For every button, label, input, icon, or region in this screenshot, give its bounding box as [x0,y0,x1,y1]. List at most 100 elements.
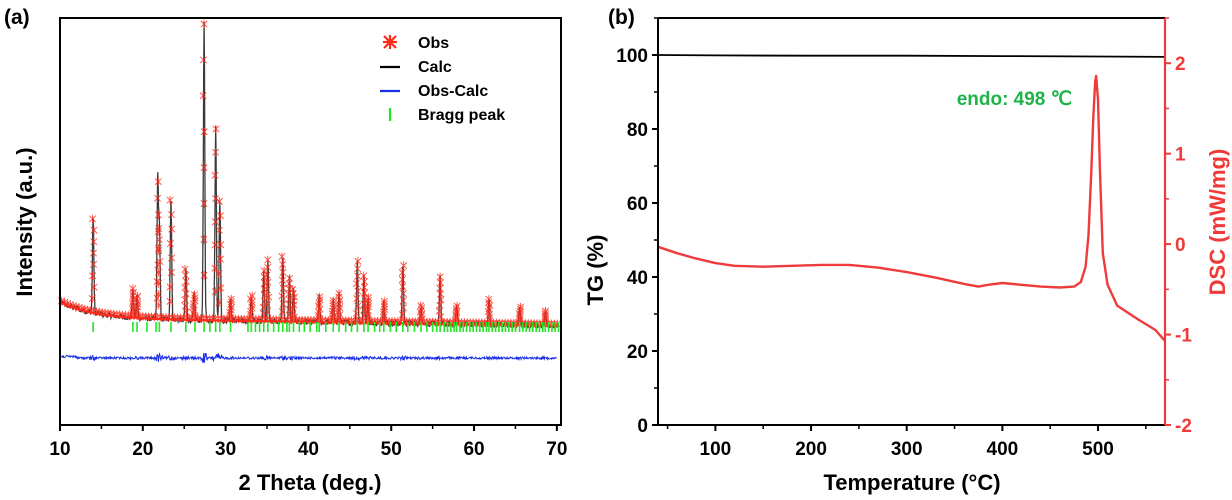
obs-point [168,253,176,263]
obs-point [154,268,162,277]
panel-a-legend: Obs Calc Obs-Calc Bragg peak [380,35,505,124]
obs-point [436,301,444,310]
panel-b-tg-dsc: (b) 100 200 300 400 500 0 20 40 60 80 100 -2 -1 0 1 2 T… [583,6,1230,495]
obs-point [212,147,220,157]
obs-point [200,163,208,172]
obs-point [155,235,163,244]
obs-point [89,248,97,258]
y-tick-label: 40 [627,268,648,289]
obs-point [212,194,220,203]
obs-point [215,269,223,278]
obs-point [200,19,208,29]
bragg-ticks [92,322,560,332]
obs-point [352,309,360,318]
obs-point [286,274,294,283]
obs-point [181,295,189,305]
obs-point [212,124,220,134]
obs-point [399,296,407,305]
dsc-curve [657,74,1166,342]
obs-points [58,19,561,329]
obs-point [154,290,162,299]
obs-point [399,282,407,291]
y2-tick-label: -2 [1175,416,1192,437]
obs-point [168,224,176,234]
x-tick-label: 200 [795,439,827,460]
obs-point [182,289,190,298]
obs-point [182,271,190,280]
obs-point [89,271,97,280]
obs-point [289,285,297,294]
obs-point [437,278,445,287]
y-tick-label: 60 [627,194,648,215]
obs-point [154,210,162,220]
obs-point [435,306,443,316]
obs-point [154,279,163,288]
legend-calc-label: Calc [418,59,452,76]
legend-obs-calc-label: Obs-Calc [418,83,488,100]
obs-point [541,306,550,316]
obs-baseline [59,300,559,327]
x-tick-label: 500 [1082,439,1114,460]
y-tick-label: 20 [627,342,648,363]
panel-a-data-layer [58,19,561,364]
obs-point [360,277,368,286]
obs-calc-curve [59,352,557,364]
panel-a-frame [59,17,562,426]
panel-b-axes-ticks: 100 200 300 400 500 0 20 40 60 80 100 -2 -1 0 1 2 [616,17,1192,460]
obs-point [353,294,361,303]
obs-point [263,285,271,294]
y-tick-label: 0 [637,416,648,437]
obs-point [380,297,388,306]
dsc-endo-annotation: endo: 498 ℃ [957,89,1072,110]
obs-point [155,246,163,255]
obs-point [216,254,225,264]
x-tick-label: 300 [891,439,923,460]
obs-point [265,292,273,302]
obs-point [134,291,142,301]
panel-a-x-axis: 10 20 30 40 50 60 70 [49,425,567,460]
obs-point [215,298,223,307]
obs-point [398,268,406,277]
x-tick-label: 10 [49,439,70,460]
obs-point [215,197,223,206]
obs-point [329,296,337,305]
obs-point [200,271,208,280]
panel-a-x-axis-title: 2 Theta (deg.) [238,470,381,495]
obs-point [417,301,425,310]
obs-point [211,287,219,296]
obs-point [364,293,372,302]
y-tick-label: 100 [616,46,648,67]
y-tick-label: 80 [627,120,648,141]
obs-point [279,283,287,293]
obs-point [181,265,189,274]
x-tick-label: 100 [700,439,732,460]
obs-point [263,300,271,309]
panel-b-x-axis-title: Temperature (°C) [823,470,1000,495]
obs-point [90,260,98,269]
obs-point [155,301,163,310]
obs-point [398,275,406,284]
obs-point [399,289,408,298]
obs-point [263,270,271,280]
obs-point [278,276,286,285]
legend-obs-label: Obs [418,35,449,52]
obs-point [278,307,286,316]
obs-point [453,301,461,311]
obs-point [216,211,224,220]
obs-point [200,199,208,208]
x-tick-label: 60 [463,439,484,460]
obs-point [211,240,219,250]
panel-b-data-layer [657,54,1166,342]
obs-point [156,257,164,266]
obs-point [90,282,98,292]
obs-point [199,55,207,65]
obs-point [182,277,190,286]
obs-point [88,214,97,224]
obs-point [517,302,525,312]
obs-point [334,313,342,323]
obs-point [360,271,368,281]
obs-point [400,261,408,270]
obs-point [354,286,362,296]
y2-tick-label: 1 [1175,145,1186,166]
obs-point [211,171,219,180]
